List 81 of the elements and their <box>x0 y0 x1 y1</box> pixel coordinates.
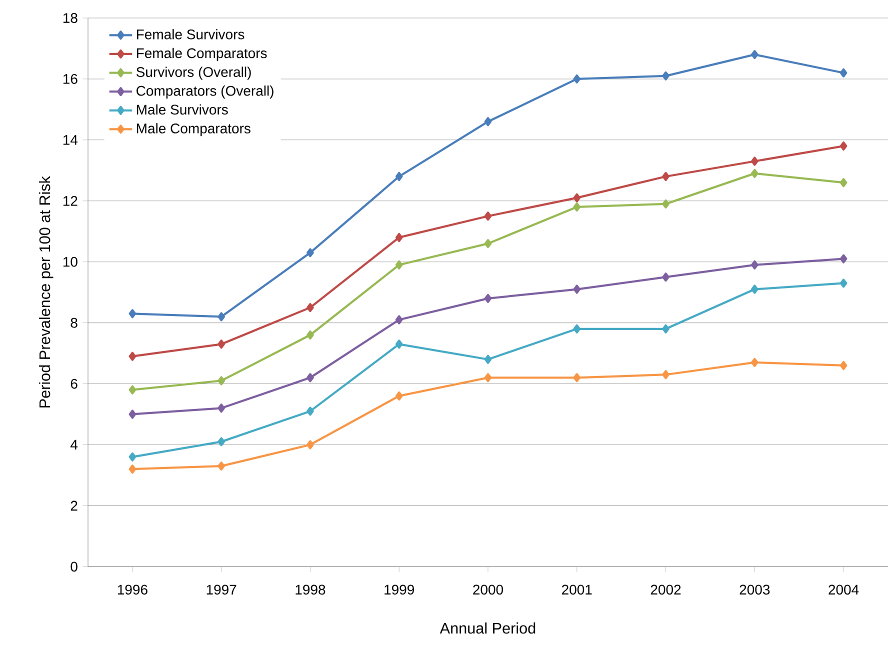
x-axis-title: Annual Period <box>440 622 536 634</box>
point <box>128 352 136 361</box>
point <box>750 358 758 367</box>
legend-label: Male Survivors <box>136 104 228 115</box>
y-tick-label: 18 <box>63 13 78 23</box>
point <box>306 373 314 382</box>
x-tick-label: 2001 <box>562 584 592 595</box>
point <box>750 50 758 60</box>
y-tick-label: 0 <box>70 562 78 572</box>
point <box>395 391 403 400</box>
point <box>218 340 226 349</box>
point <box>840 278 848 288</box>
point <box>484 354 492 364</box>
legend-label: Male Comparators <box>136 123 250 136</box>
x-tick-label: 2000 <box>473 584 504 595</box>
point <box>840 360 848 370</box>
point <box>573 373 581 382</box>
point <box>573 284 581 294</box>
point <box>484 294 492 303</box>
point <box>218 376 226 386</box>
x-tick-label: 1997 <box>206 584 236 595</box>
point <box>662 370 670 380</box>
point <box>750 260 758 270</box>
point <box>306 303 314 312</box>
y-tick-label: 14 <box>63 135 78 145</box>
y-tick-label: 4 <box>70 440 78 450</box>
y-tick-label: 16 <box>63 74 78 84</box>
point <box>662 324 670 334</box>
y-tick-label: 12 <box>63 196 78 206</box>
point <box>218 312 226 322</box>
x-tick-label: 2004 <box>828 584 859 595</box>
point <box>395 172 403 182</box>
y-tick-label: 10 <box>63 256 78 267</box>
point <box>306 248 314 258</box>
point <box>573 193 581 202</box>
point <box>395 315 403 324</box>
point <box>484 212 492 221</box>
legend-label: Female Survivors <box>136 29 244 40</box>
point <box>484 117 492 126</box>
point <box>395 340 403 349</box>
point <box>750 156 758 166</box>
point <box>306 330 314 340</box>
y-axis-title: Period Prevalence per 100 at Risk <box>38 176 54 408</box>
point <box>218 462 226 471</box>
x-tick-label: 1999 <box>384 584 414 595</box>
x-tick-label: 2002 <box>650 584 681 595</box>
point <box>662 272 670 282</box>
legend-label: Comparators (Overall) <box>136 86 274 99</box>
x-tick-label: 2003 <box>740 584 770 595</box>
point <box>484 239 492 248</box>
point <box>306 406 314 416</box>
point <box>395 260 403 270</box>
point <box>840 254 848 264</box>
point <box>484 373 492 382</box>
point <box>573 74 581 84</box>
point <box>840 178 848 188</box>
y-tick-label: 2 <box>70 500 78 511</box>
x-tick-label: 1998 <box>296 584 326 595</box>
legend-label: Female Comparators <box>136 48 267 61</box>
point <box>395 232 403 242</box>
point <box>750 168 758 178</box>
point <box>128 464 136 474</box>
point <box>573 202 581 212</box>
point <box>662 71 670 80</box>
point <box>218 404 226 413</box>
point <box>750 284 758 294</box>
point <box>840 68 848 78</box>
point <box>128 452 136 462</box>
y-tick-label: 6 <box>70 378 78 389</box>
point <box>662 199 670 208</box>
x-tick-label: 1996 <box>118 584 148 595</box>
y-tick-label: 8 <box>70 318 78 328</box>
point <box>573 324 581 334</box>
point <box>128 410 136 419</box>
point <box>840 141 848 151</box>
point <box>128 385 136 394</box>
point <box>662 172 670 182</box>
legend-label: Survivors (Overall) <box>136 66 251 80</box>
point <box>128 309 136 318</box>
point <box>218 437 226 446</box>
point <box>306 440 314 450</box>
